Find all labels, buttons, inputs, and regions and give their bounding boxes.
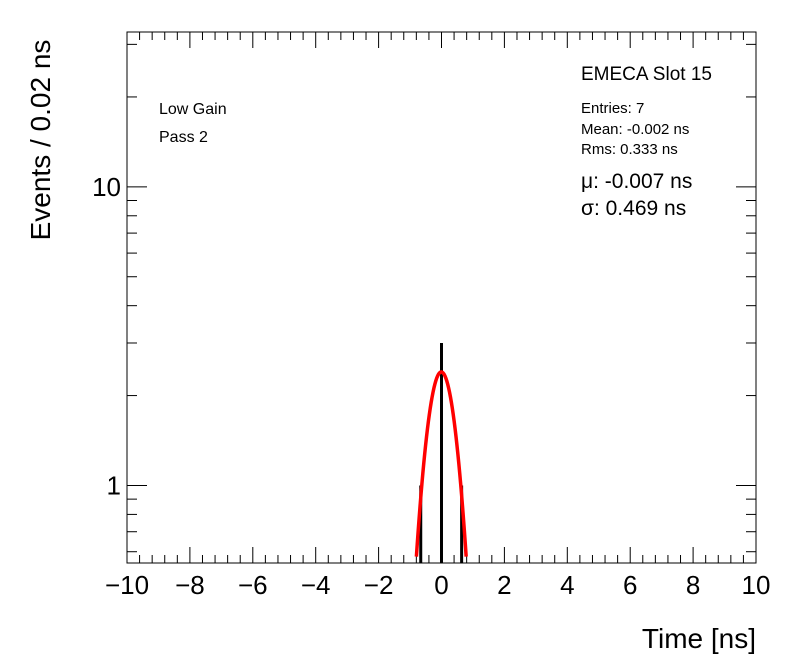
entries-label: Entries: 7	[581, 100, 644, 117]
x-tick-label: 0	[434, 570, 448, 600]
gain-label: Low Gain	[159, 101, 227, 118]
chart-title: EMECA Slot 15	[581, 64, 712, 85]
x-tick-label: 10	[742, 570, 771, 600]
gaussian-fit	[414, 370, 468, 557]
x-tick-label: −4	[301, 570, 331, 600]
y-tick-label: 10	[92, 172, 121, 202]
y-tick-label: 1	[107, 470, 121, 500]
x-axis-label: Time [ns]	[642, 623, 756, 654]
x-tick-label: 4	[560, 570, 574, 600]
pass-label: Pass 2	[159, 129, 208, 146]
y-axis-label: Events / 0.02 ns	[25, 40, 56, 241]
x-tick-label: −10	[105, 570, 149, 600]
x-tick-label: −2	[364, 570, 394, 600]
x-tick-label: 6	[623, 570, 637, 600]
fit-sigma-label: σ: 0.469 ns	[581, 197, 686, 220]
fit-curve	[414, 370, 468, 557]
x-axis: −10 −8 −6 −4 −2 0 2 4 6 8 10	[105, 32, 771, 600]
y-axis: 1 10	[92, 43, 756, 553]
x-tick-label: 2	[497, 570, 511, 600]
x-tick-label: −6	[238, 570, 268, 600]
x-tick-label: −8	[175, 570, 205, 600]
fit-mu-label: μ: -0.007 ns	[581, 170, 692, 193]
rms-label: Rms: 0.333 ns	[581, 141, 678, 158]
x-tick-label: 8	[686, 570, 700, 600]
mean-label: Mean: -0.002 ns	[581, 121, 689, 138]
